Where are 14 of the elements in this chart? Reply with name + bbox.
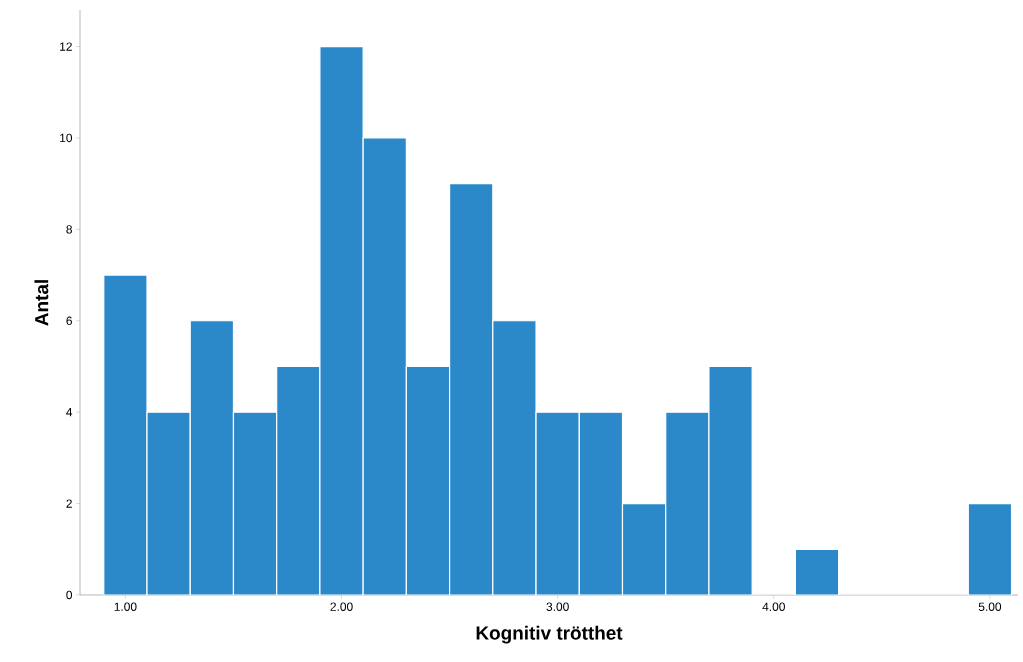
y-tick-label: 4 — [66, 408, 73, 417]
y-tick-label: 0 — [66, 590, 73, 600]
y-tick-label: 10 — [60, 133, 73, 143]
x-tick-label: 5.00 — [978, 602, 1002, 611]
x-tick-label: 1.00 — [114, 602, 137, 611]
y-tick-label: 2 — [66, 499, 72, 508]
y-axis-title: Antal — [34, 280, 49, 326]
x-tick-label: 3.00 — [546, 602, 569, 611]
y-tick-label: 6 — [66, 316, 72, 325]
x-axis-title: Kognitiv trötthet — [476, 625, 623, 644]
x-tick-label: 4.00 — [762, 602, 785, 611]
y-tick-label: 12 — [60, 42, 72, 51]
y-tick-label: 8 — [66, 225, 72, 234]
x-tick-label: 2.00 — [330, 602, 353, 611]
